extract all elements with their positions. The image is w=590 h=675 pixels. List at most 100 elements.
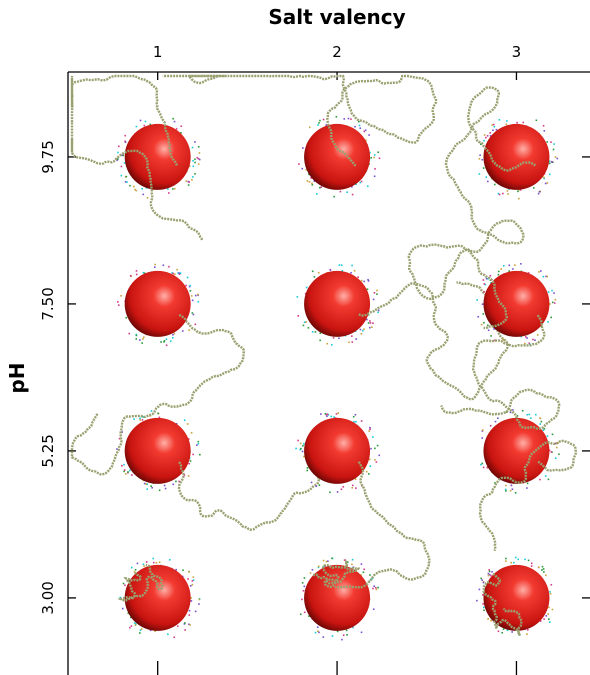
ion <box>315 331 317 333</box>
ion <box>298 163 300 165</box>
ion <box>355 414 357 416</box>
ion <box>192 147 194 149</box>
ion <box>139 339 141 341</box>
ion <box>525 336 527 338</box>
sphere <box>304 271 370 337</box>
ion <box>483 279 485 281</box>
ion <box>550 317 552 319</box>
ion <box>341 264 343 266</box>
ion <box>317 626 319 628</box>
ion <box>302 445 304 447</box>
ion <box>331 557 333 559</box>
ion <box>142 419 144 421</box>
ion <box>312 569 314 571</box>
ion <box>176 269 178 271</box>
ion <box>195 611 197 613</box>
ion <box>367 288 369 290</box>
ion <box>176 128 178 130</box>
ion <box>137 563 139 565</box>
ion <box>543 429 545 431</box>
ion <box>558 453 560 455</box>
ion <box>172 484 174 486</box>
ion <box>378 455 380 457</box>
ion <box>492 129 494 131</box>
ion <box>482 429 484 431</box>
y-axis-title: pH <box>5 362 29 393</box>
ion <box>300 442 302 444</box>
ion <box>307 180 309 182</box>
ion <box>337 412 339 414</box>
ion <box>311 482 313 484</box>
ion <box>187 578 189 580</box>
ion <box>368 322 370 324</box>
ion <box>192 160 194 162</box>
ion <box>543 618 545 620</box>
ion <box>510 490 512 492</box>
ion <box>503 628 505 630</box>
ion <box>490 575 492 577</box>
ion <box>189 285 191 287</box>
ion <box>476 600 478 602</box>
ion <box>124 135 126 137</box>
ion <box>339 264 341 266</box>
ion <box>482 313 484 315</box>
ion <box>187 423 189 425</box>
ion <box>507 190 509 192</box>
ion <box>139 418 141 420</box>
ion <box>146 561 148 563</box>
ion <box>116 448 118 450</box>
ion <box>323 560 325 562</box>
ion <box>135 569 137 571</box>
ion <box>180 272 182 274</box>
ion <box>300 448 302 450</box>
ion <box>540 270 542 272</box>
ion <box>359 127 361 129</box>
ion <box>198 301 200 303</box>
ion <box>121 175 123 177</box>
ion <box>487 181 489 183</box>
y-tick-label: 3.00 <box>39 581 57 614</box>
ion <box>369 327 371 329</box>
ion <box>369 427 371 429</box>
sphere <box>125 124 191 190</box>
ion <box>156 562 158 564</box>
x-tick-label: 3 <box>512 43 522 61</box>
ion <box>543 177 545 179</box>
ion <box>542 276 544 278</box>
ion <box>154 264 156 266</box>
ion <box>130 275 132 277</box>
ion <box>178 272 180 274</box>
ion <box>376 293 378 295</box>
ion <box>527 483 529 485</box>
ion <box>139 632 141 634</box>
ion <box>317 124 319 126</box>
ion <box>374 459 376 461</box>
ion <box>377 311 379 313</box>
ion <box>351 487 353 489</box>
ion <box>343 118 345 120</box>
ion <box>331 344 333 346</box>
ion <box>551 451 553 453</box>
ion <box>190 460 192 462</box>
ion <box>128 333 130 335</box>
ion <box>549 621 551 623</box>
ion <box>188 184 190 186</box>
ion <box>346 630 348 632</box>
ion <box>197 294 199 296</box>
ion <box>499 119 501 121</box>
ion <box>515 492 517 494</box>
ion <box>379 157 381 159</box>
ion <box>143 565 145 567</box>
ion <box>297 315 299 317</box>
ion <box>552 302 554 304</box>
ion <box>482 603 484 605</box>
ion <box>123 583 125 585</box>
ion <box>310 572 312 574</box>
ion <box>537 334 539 336</box>
ion <box>118 146 120 148</box>
ion <box>136 274 138 276</box>
ion <box>164 340 166 342</box>
ion <box>172 337 174 339</box>
ion <box>135 190 137 192</box>
ion <box>307 467 309 469</box>
